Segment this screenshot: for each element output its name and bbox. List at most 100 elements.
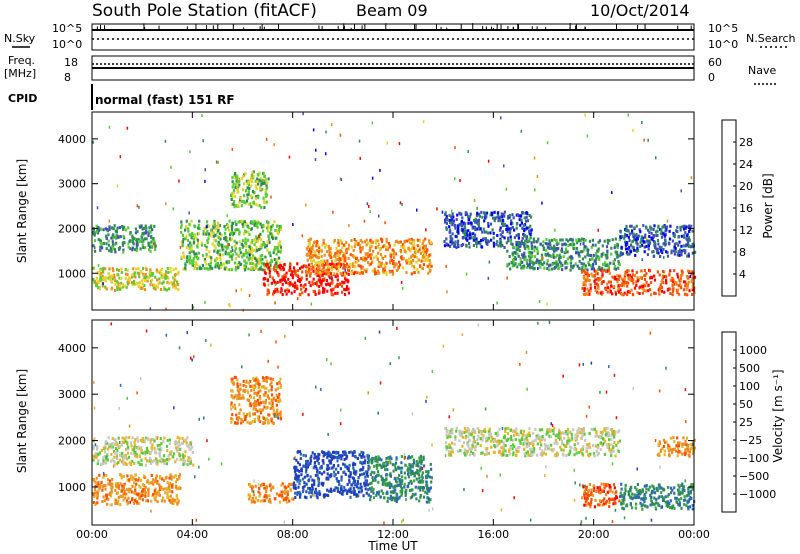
range-gate-cell <box>588 292 591 296</box>
range-gate-cell <box>634 274 637 278</box>
range-gate-cell <box>643 278 647 281</box>
range-gate-cell <box>584 255 587 259</box>
range-gate-cell <box>143 484 146 487</box>
range-gate-cell <box>672 249 676 253</box>
range-gate-cell <box>445 227 448 231</box>
colorbar-tick-label: 16 <box>739 202 753 215</box>
range-gate-cell <box>691 285 694 288</box>
range-gate-cell <box>111 458 114 462</box>
range-gate-cell <box>298 292 301 296</box>
range-gate-cell <box>223 231 227 235</box>
range-gate-cell <box>276 245 279 249</box>
range-gate-cell <box>610 252 613 256</box>
range-gate-cell <box>321 263 324 267</box>
range-gate-cell <box>549 243 552 247</box>
range-gate-cell <box>185 441 188 445</box>
range-gate-cell <box>487 240 490 244</box>
range-gate-cell <box>258 178 261 182</box>
range-gate-cell <box>286 490 289 494</box>
range-gate-cell <box>528 263 531 267</box>
range-gate-cell <box>460 224 463 228</box>
range-gate-cell <box>164 139 167 143</box>
range-gate-cell <box>683 224 686 228</box>
range-gate-cell <box>211 266 214 270</box>
range-gate-cell <box>444 220 447 224</box>
range-gate-cell <box>136 436 139 440</box>
range-gate-cell <box>259 267 262 271</box>
range-gate-cell <box>266 240 269 244</box>
range-gate-cell <box>400 280 403 284</box>
range-gate-cell <box>448 225 451 229</box>
range-gate-cell <box>302 488 305 492</box>
range-gate-cell <box>525 226 528 230</box>
range-gate-cell <box>251 189 255 193</box>
range-gate-cell <box>565 238 568 242</box>
range-gate-cell <box>676 253 679 257</box>
range-gate-cell <box>112 269 115 273</box>
range-gate-cell <box>117 495 120 499</box>
range-gate-cell <box>140 490 144 494</box>
range-gate-cell <box>93 246 96 250</box>
range-gate-cell <box>216 242 219 246</box>
range-gate-cell <box>325 152 327 156</box>
range-gate-cell <box>230 420 233 424</box>
range-gate-cell <box>248 404 251 408</box>
range-gate-cell <box>658 273 661 277</box>
range-gate-cell <box>236 228 239 232</box>
range-gate-cell <box>247 238 250 242</box>
range-gate-cell <box>679 225 682 229</box>
range-gate-cell <box>466 234 469 238</box>
range-gate-cell <box>371 240 374 244</box>
range-gate-cell <box>192 259 195 263</box>
range-gate-cell <box>420 462 423 466</box>
range-gate-cell <box>377 251 380 255</box>
range-gate-cell <box>134 478 137 482</box>
range-gate-cell <box>255 222 258 226</box>
range-gate-cell <box>454 243 457 247</box>
range-gate-cell <box>374 455 378 459</box>
range-gate-cell <box>346 467 349 471</box>
range-gate-cell <box>165 202 167 206</box>
range-gate-cell <box>327 265 330 269</box>
range-gate-cell <box>113 273 116 277</box>
range-gate-cell <box>169 500 172 504</box>
range-gate-cell <box>250 499 253 503</box>
range-gate-cell <box>255 187 258 191</box>
range-gate-cell <box>219 258 222 262</box>
range-gate-cell <box>307 270 310 274</box>
range-gate-cell <box>340 178 343 182</box>
range-gate-cell <box>403 247 406 251</box>
range-gate-cell <box>301 265 304 269</box>
range-gate-cell <box>167 454 170 458</box>
range-gate-cell <box>274 262 277 265</box>
range-gate-cell <box>114 279 117 283</box>
range-gate-cell <box>99 228 102 232</box>
range-gate-cell <box>219 237 222 241</box>
range-gate-cell <box>313 483 316 487</box>
range-gate-cell <box>566 250 569 254</box>
range-gate-cell <box>660 281 663 285</box>
range-gate-cell <box>253 418 256 421</box>
range-gate-cell <box>133 446 136 450</box>
colorbar-tick-label: 12 <box>739 224 753 237</box>
range-gate-cell <box>474 217 477 221</box>
range-gate-cell <box>186 238 189 242</box>
range-gate-cell <box>108 277 111 281</box>
range-gate-cell <box>107 447 110 451</box>
range-gate-cell <box>618 283 621 287</box>
range-gate-cell <box>328 276 332 280</box>
range-gate-cell <box>238 390 241 394</box>
range-gate-cell <box>214 246 217 250</box>
range-gate-cell <box>365 243 368 247</box>
range-gate-cell <box>645 244 648 248</box>
range-gate-cell <box>496 240 499 244</box>
range-gate-cell <box>298 469 301 473</box>
range-gate-cell <box>671 293 674 297</box>
range-gate-cell <box>322 459 325 463</box>
range-gate-cell <box>354 455 357 459</box>
range-gate-cell <box>553 249 556 253</box>
range-gate-cell <box>257 173 260 177</box>
range-gate-cell <box>265 496 268 500</box>
range-gate-cell <box>157 489 160 493</box>
range-gate-cell <box>137 478 140 482</box>
